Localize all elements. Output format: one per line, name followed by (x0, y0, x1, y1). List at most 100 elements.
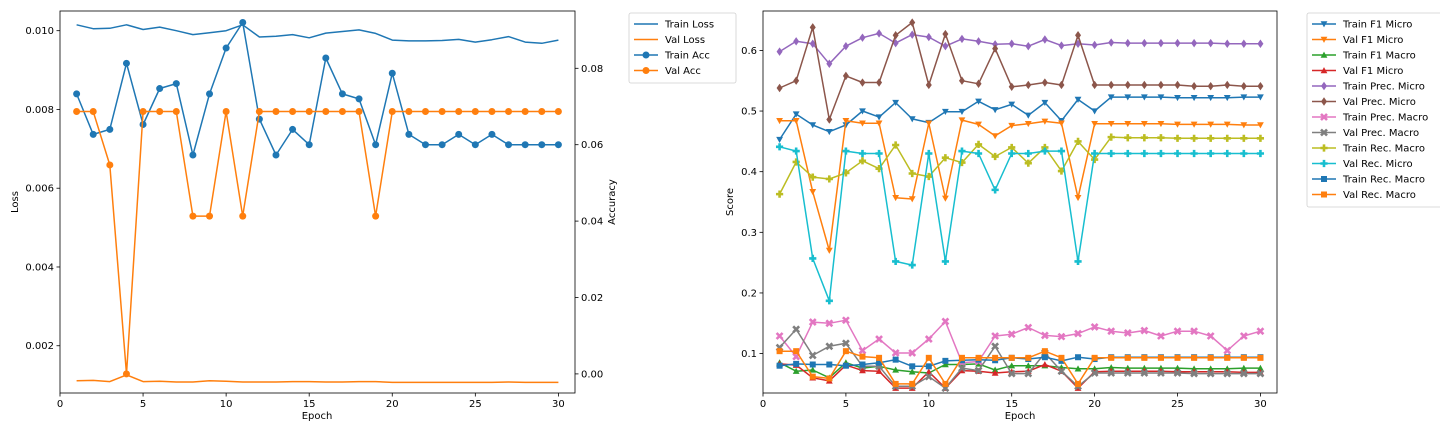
series-train-prec-macro (775, 316, 1265, 367)
data-point (1223, 94, 1231, 102)
data-point (1141, 80, 1148, 90)
data-point (1008, 122, 1016, 129)
data-point (992, 40, 999, 49)
data-point (941, 317, 950, 326)
data-point (942, 29, 949, 39)
series-line-val-loss (76, 374, 559, 384)
data-point (272, 107, 280, 115)
data-point (1174, 121, 1181, 128)
data-point (305, 141, 313, 149)
data-point (958, 364, 966, 373)
legend-marker (1320, 67, 1328, 74)
data-point (1024, 159, 1032, 167)
accuracy-y-ticks: 0.00 0.02 0.04 0.06 0.08 (575, 64, 603, 380)
data-point (1190, 327, 1199, 336)
legend-marker (1320, 21, 1328, 28)
data-point (1008, 354, 1015, 361)
data-point (1124, 80, 1131, 90)
data-point (825, 297, 833, 305)
series-train-acc (73, 18, 562, 159)
legend-entry-train-rec-macro: Train Rec. Macro (1312, 175, 1425, 186)
data-point (892, 257, 900, 266)
legend-entry-val-prec-micro: Val Prec. Micro (1312, 97, 1416, 108)
legend-label: Train Acc (664, 51, 710, 62)
data-point (925, 149, 933, 158)
y-tick-label: 0.010 (25, 26, 54, 37)
data-point (1257, 122, 1264, 129)
y-tick-label: 0.4 (741, 167, 757, 178)
y-tick-label: 0.004 (25, 262, 54, 273)
data-point (372, 141, 380, 149)
data-point (892, 380, 899, 387)
data-point (826, 59, 833, 68)
data-point (809, 23, 816, 32)
loss-plot-frame (59, 10, 576, 394)
legend-entry-val-rec-micro: Val Rec. Micro (1312, 159, 1413, 170)
data-point (842, 348, 849, 355)
data-point (1240, 39, 1247, 48)
legend-label: Val Loss (665, 35, 705, 46)
data-point (809, 373, 816, 380)
legend-label: Val F1 Micro (1343, 66, 1403, 77)
series-train-loss (76, 24, 559, 45)
data-point (388, 69, 396, 77)
data-point (975, 354, 982, 361)
score-x-ticks: 0 5 10 15 20 25 30 (760, 393, 1267, 410)
data-point (338, 107, 346, 115)
y-tick-label: 0.2 (741, 288, 757, 299)
data-point (1091, 354, 1098, 361)
legend-entry-train-rec-macro: Train Rec. Macro (1312, 144, 1425, 155)
data-point (792, 367, 800, 374)
data-point (941, 154, 949, 162)
data-point (1041, 354, 1048, 361)
data-point (792, 147, 800, 155)
data-point (775, 332, 784, 340)
data-point (239, 212, 247, 220)
score-lines (775, 18, 1265, 393)
data-point (438, 107, 446, 115)
data-point (1240, 81, 1247, 91)
legend-marker (1321, 191, 1327, 198)
data-point (1025, 354, 1032, 361)
legend-marker (1320, 113, 1328, 121)
data-point (1191, 81, 1198, 91)
data-point (1257, 81, 1264, 91)
loss-accuracy-lines (73, 18, 562, 384)
x-tick-label: 10 (220, 399, 233, 410)
data-point (991, 332, 1000, 340)
data-point (1057, 147, 1066, 155)
data-point (1239, 332, 1248, 340)
data-point (975, 121, 982, 128)
data-point (1223, 134, 1231, 142)
data-point (1091, 108, 1099, 115)
data-point (1240, 364, 1248, 371)
data-point (255, 107, 263, 115)
data-point (1239, 369, 1248, 378)
data-point (892, 366, 900, 373)
data-point (876, 29, 883, 38)
data-point (1157, 94, 1165, 101)
data-point (156, 85, 164, 93)
data-point (1007, 330, 1016, 339)
data-point (975, 37, 982, 46)
data-point (1124, 94, 1132, 101)
data-point (1074, 96, 1082, 103)
legend-marker (1320, 144, 1328, 152)
y-tick-label: 0.1 (741, 349, 757, 360)
data-point (892, 99, 900, 106)
data-point (941, 195, 949, 202)
data-point (859, 33, 866, 42)
data-point (876, 78, 883, 87)
x-tick-label: 0 (760, 399, 766, 410)
data-point (372, 212, 380, 220)
data-point (991, 186, 999, 194)
legend-entry-val-prec-macro: Val Prec. Macro (1312, 128, 1419, 139)
loss-accuracy-chart: 0 5 10 15 20 25 30 0.002 0.004 0.006 0.008 0.010 0… (10, 10, 618, 422)
data-point (554, 107, 562, 115)
data-point (809, 188, 817, 196)
x-tick-label: 25 (469, 399, 482, 410)
x-tick-label: 20 (386, 399, 399, 410)
data-point (942, 357, 949, 364)
legend-label: Val Rec. Micro (1343, 159, 1413, 170)
